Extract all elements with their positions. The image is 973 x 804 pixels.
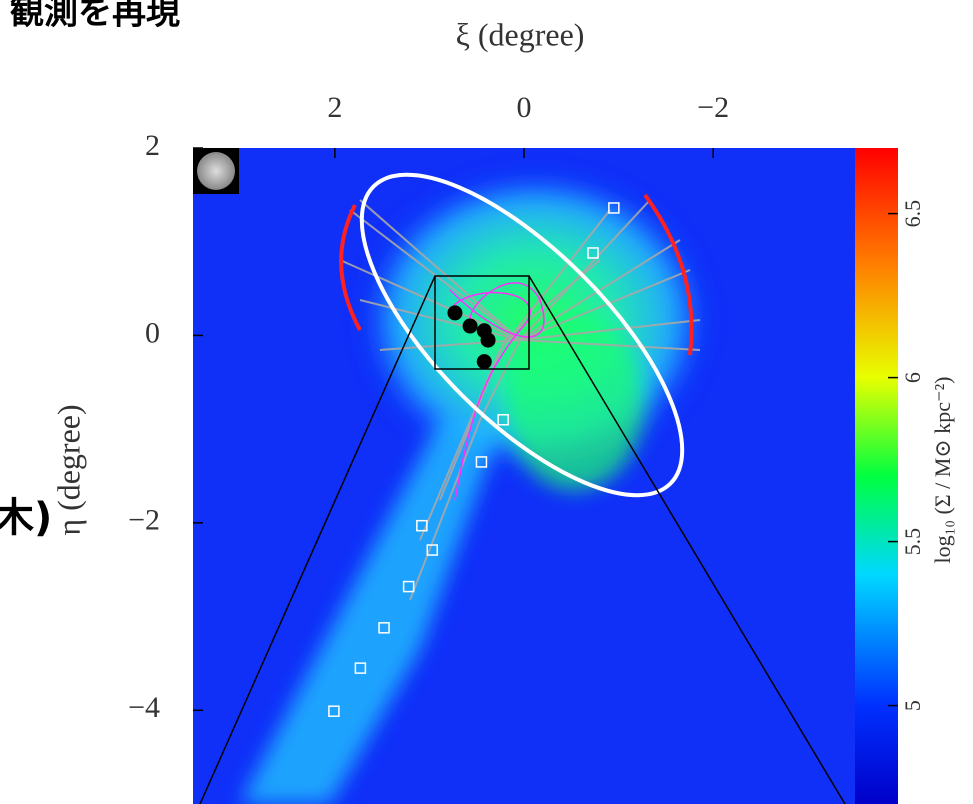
- y-tick-label: −4: [128, 691, 160, 724]
- density-map: [193, 148, 855, 804]
- field-marker: [587, 247, 599, 259]
- field-marker: [378, 622, 390, 634]
- colorbar: [855, 148, 898, 804]
- colorbar-tick-label: 5.5: [900, 528, 925, 556]
- colorbar-tick-label: 5: [900, 700, 925, 711]
- field-marker: [497, 414, 509, 426]
- field-marker: [328, 705, 340, 717]
- field-marker: [354, 662, 367, 674]
- x-tick-label: 0: [517, 91, 532, 124]
- y-tick-label: 0: [145, 316, 160, 349]
- point: [480, 332, 496, 348]
- field-marker: [416, 519, 428, 532]
- point: [447, 305, 463, 321]
- point: [476, 354, 492, 370]
- x-tick-label: −2: [697, 91, 729, 124]
- colorbar-tick-label: 6: [900, 372, 925, 383]
- field-marker: [402, 580, 415, 593]
- field-marker: [426, 544, 439, 556]
- y-tick-label: 2: [145, 129, 160, 162]
- field-marker: [475, 456, 488, 468]
- y-tick-label: −2: [128, 504, 160, 537]
- point: [462, 318, 478, 334]
- colorbar-tick-label: 6.5: [900, 200, 925, 228]
- colorbar-label: log₁₀ (Σ / M⊙ kpc⁻²): [930, 377, 955, 564]
- x-tick-label: 2: [327, 91, 342, 124]
- fragment: 木): [0, 495, 52, 541]
- heading: 観測を再現: [10, 0, 180, 33]
- field-marker: [608, 202, 620, 214]
- y-axis-label: η (degree): [50, 404, 86, 535]
- x-axis-label: ξ (degree): [456, 16, 585, 52]
